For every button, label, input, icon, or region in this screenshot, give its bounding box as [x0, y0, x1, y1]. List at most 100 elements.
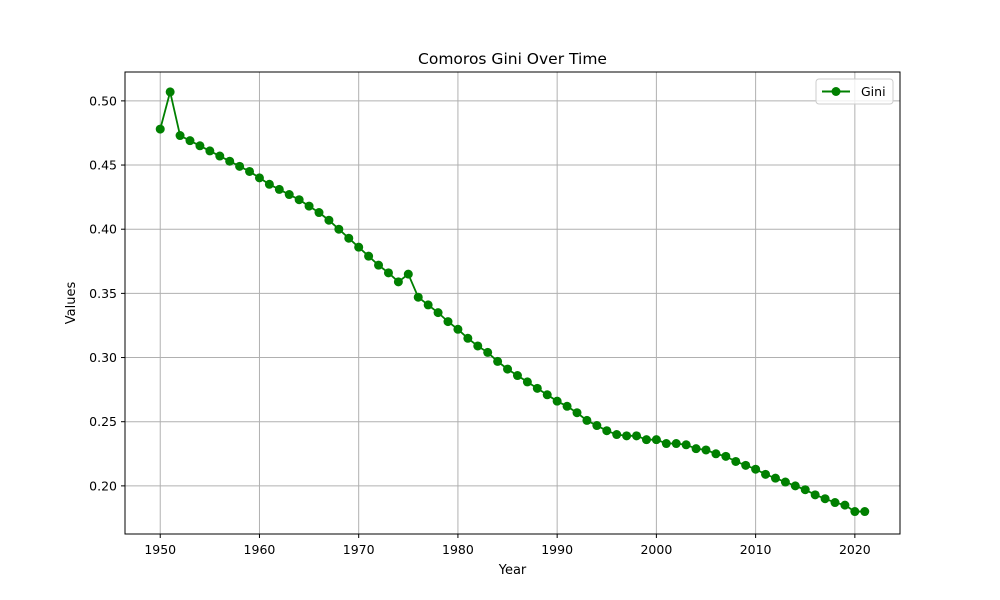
data-point	[413, 292, 423, 302]
data-point	[850, 507, 860, 517]
data-point	[304, 201, 314, 211]
y-tick-label: 0.20	[89, 478, 117, 493]
data-point	[344, 233, 354, 243]
data-point	[741, 460, 751, 470]
data-point	[374, 260, 384, 270]
data-point	[503, 364, 513, 374]
data-point	[195, 141, 205, 151]
data-point	[453, 324, 463, 334]
x-tick-label: 2020	[839, 542, 871, 557]
x-tick-label: 1970	[343, 542, 375, 557]
data-point	[235, 161, 245, 171]
data-point	[215, 151, 225, 161]
data-point	[711, 449, 721, 459]
data-point	[294, 195, 304, 205]
data-point	[155, 124, 165, 134]
data-point	[284, 190, 294, 200]
data-point	[602, 426, 612, 436]
legend-marker-swatch	[831, 87, 841, 96]
data-point	[860, 507, 870, 517]
data-point	[433, 308, 443, 318]
data-point	[840, 500, 850, 510]
y-axis-label: Values	[64, 282, 79, 325]
data-point	[691, 444, 701, 454]
data-point	[512, 371, 522, 381]
data-point	[761, 469, 771, 479]
y-axis: 0.20 0.25 0.30 0.35 0.40 0.45 0.50	[89, 93, 125, 493]
data-point	[314, 208, 324, 218]
data-point	[681, 440, 691, 450]
y-tick-label: 0.45	[89, 158, 117, 173]
data-point	[810, 490, 820, 500]
x-tick-label: 1980	[442, 542, 474, 557]
data-point	[641, 435, 651, 445]
chart-title: Comoros Gini Over Time	[418, 50, 607, 68]
data-point	[354, 242, 364, 252]
data-point	[592, 421, 602, 431]
data-point	[463, 333, 473, 343]
x-axis: 1950 1960 1970 1980 1990 2000 2010 2020	[144, 534, 871, 557]
data-point	[572, 408, 582, 418]
data-point	[264, 179, 274, 189]
data-point	[364, 251, 374, 261]
data-point	[403, 269, 413, 279]
data-point	[205, 146, 215, 156]
data-point	[622, 431, 632, 441]
series-layer	[155, 87, 870, 517]
data-point	[165, 87, 175, 97]
data-point	[721, 451, 731, 461]
x-axis-label: Year	[498, 563, 527, 578]
data-point	[175, 131, 185, 141]
data-point	[731, 456, 741, 466]
data-point	[423, 300, 433, 310]
data-point	[245, 166, 255, 176]
data-point	[552, 396, 562, 406]
y-tick-label: 0.30	[89, 350, 117, 365]
data-point	[671, 439, 681, 449]
y-tick-label: 0.50	[89, 93, 117, 108]
x-tick-label: 1950	[144, 542, 176, 557]
data-point	[830, 498, 840, 508]
data-point	[651, 435, 661, 445]
grid	[125, 72, 900, 534]
data-point	[790, 481, 800, 491]
plot-frame	[124, 71, 901, 535]
data-point	[473, 341, 483, 351]
data-point	[751, 464, 761, 474]
data-point	[254, 173, 264, 183]
data-point	[393, 277, 403, 287]
data-point	[612, 430, 622, 440]
data-point	[443, 317, 453, 327]
data-point	[701, 445, 711, 455]
data-point	[632, 431, 642, 441]
data-point	[274, 184, 284, 194]
legend: Gini	[815, 78, 894, 105]
y-tick-label: 0.40	[89, 222, 117, 237]
data-point	[582, 415, 592, 425]
data-point	[820, 494, 830, 504]
data-point	[562, 401, 572, 411]
y-tick-label: 0.25	[89, 414, 117, 429]
data-point	[661, 439, 671, 449]
y-tick-label: 0.35	[89, 286, 117, 301]
data-point	[770, 473, 780, 483]
data-point	[324, 215, 334, 225]
data-point	[383, 268, 393, 278]
data-point	[334, 224, 344, 234]
data-point	[225, 156, 235, 166]
data-point	[532, 383, 542, 393]
data-point	[800, 485, 810, 495]
x-tick-label: 2000	[640, 542, 672, 557]
x-tick-label: 1960	[244, 542, 276, 557]
legend-label-gini: Gini	[861, 84, 886, 99]
x-tick-label: 1990	[541, 542, 573, 557]
x-tick-label: 2010	[740, 542, 772, 557]
data-point	[522, 377, 532, 387]
data-point	[493, 356, 503, 366]
legend-box	[815, 78, 894, 105]
data-point	[542, 390, 552, 400]
data-point	[780, 477, 790, 487]
data-point	[185, 136, 195, 146]
data-point	[483, 347, 493, 357]
